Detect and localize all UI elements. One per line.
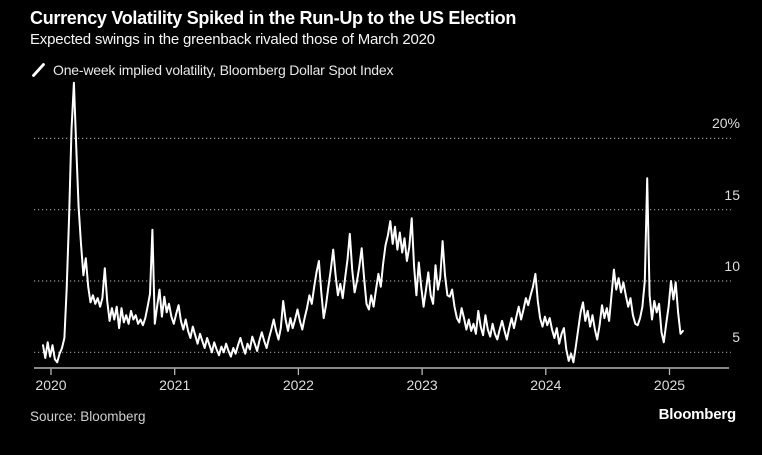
x-tick-label: 2021 [159, 377, 191, 393]
x-tick-label: 2020 [35, 377, 67, 393]
implied-volatility-line [42, 81, 684, 364]
bloomberg-logo: Bloomberg [658, 406, 737, 423]
y-tick-label: 15 [724, 186, 740, 203]
line-series-slash-icon [32, 63, 45, 77]
implied-volatility-series [42, 81, 684, 364]
y-tick-label: 10 [724, 258, 740, 274]
x-tick-label: 2023 [406, 377, 438, 393]
chart-title: Currency Volatility Spiked in the Run-Up… [30, 8, 517, 28]
source-note: Source: Bloomberg [30, 409, 146, 424]
chart-subtitle: Expected swings in the greenback rivaled… [30, 31, 435, 48]
x-tick-label: 2022 [282, 377, 314, 393]
y-tick-label: 5 [732, 329, 740, 346]
gridlines [34, 137, 731, 353]
legend-label: One-week implied volatility, Bloomberg D… [53, 62, 394, 78]
x-tick-label: 2024 [530, 377, 562, 393]
legend: One-week implied volatility, Bloomberg D… [31, 62, 393, 78]
x-axis [34, 367, 729, 375]
y-tick-label: 20% [711, 115, 740, 132]
x-tick-label: 2025 [653, 377, 686, 393]
